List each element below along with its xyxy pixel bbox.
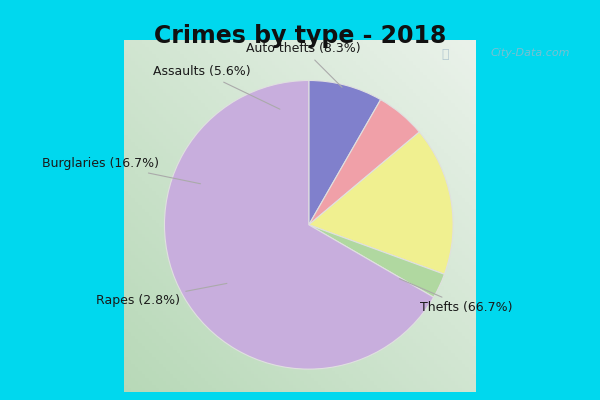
Wedge shape xyxy=(309,80,380,225)
Text: ⓘ: ⓘ xyxy=(441,48,449,61)
Text: Burglaries (16.7%): Burglaries (16.7%) xyxy=(42,157,200,184)
Wedge shape xyxy=(309,100,419,225)
Wedge shape xyxy=(309,225,445,297)
Text: Rapes (2.8%): Rapes (2.8%) xyxy=(97,284,227,307)
Text: Auto thefts (8.3%): Auto thefts (8.3%) xyxy=(246,42,361,87)
Text: City-Data.com: City-Data.com xyxy=(491,48,570,58)
Text: Assaults (5.6%): Assaults (5.6%) xyxy=(153,65,280,109)
Wedge shape xyxy=(309,132,453,274)
Text: Thefts (66.7%): Thefts (66.7%) xyxy=(400,279,512,314)
Wedge shape xyxy=(164,80,434,369)
Text: Crimes by type - 2018: Crimes by type - 2018 xyxy=(154,24,446,48)
